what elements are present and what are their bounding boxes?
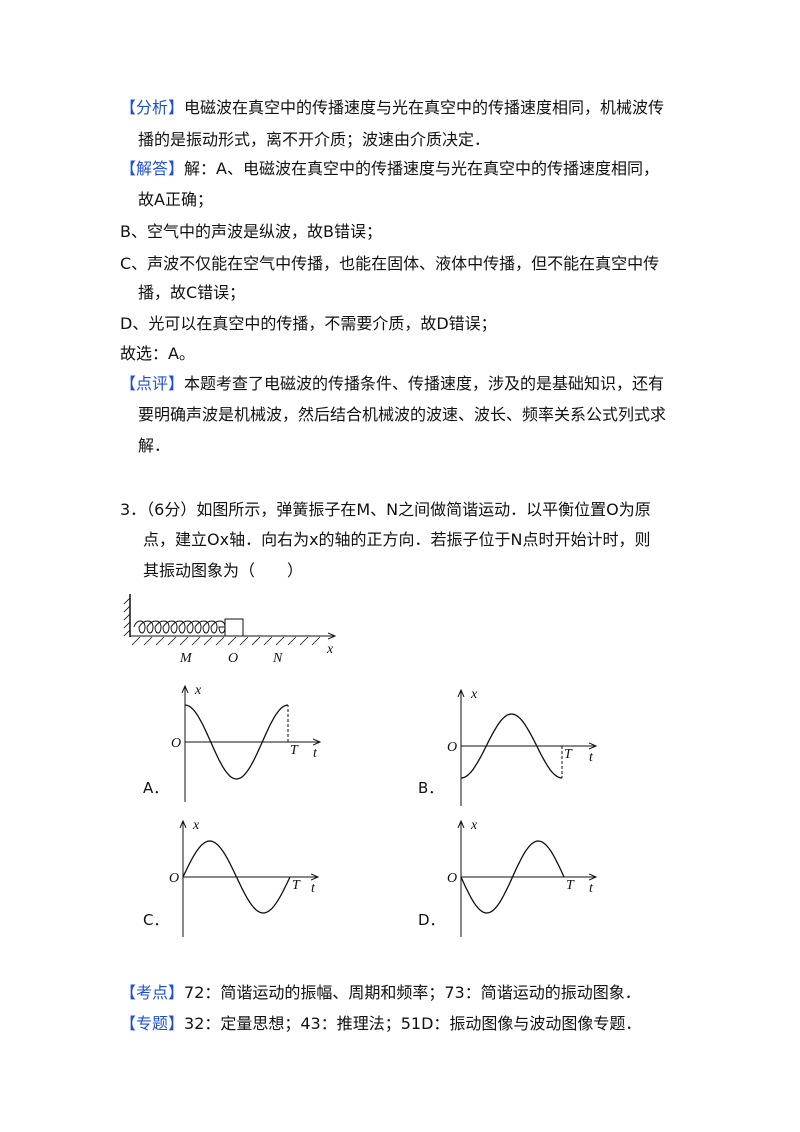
comment-line: 解． [138,436,171,455]
curve [460,840,565,914]
curve [460,713,563,779]
period-label: T [564,747,573,762]
question-line: 点，建立Ox轴．向右为x的轴的正方向．若振子位于N点时开始计时，则 [143,530,651,549]
analysis-line: 播的是振动形式，离不开介质；波速由介质决定． [138,130,491,149]
origin-label: O [447,740,457,755]
origin-label: O [169,871,179,886]
tag: 【分析】 [120,98,185,117]
tag: 【点评】 [120,374,185,393]
curve [184,704,289,780]
tag: 【解答】 [120,159,185,178]
analysis-line: 【分析】电磁波在真空中的传播速度与光在真空中的传播速度相同，机械波传 [120,98,664,118]
label: x [326,642,334,657]
question-line: 其振动图象为（ ） [143,561,304,580]
step-line: 播，故C错误； [138,283,246,302]
axis-label: t [589,750,594,765]
step-line: C、声波不仅能在空气中传播，也能在固体、液体中传播，但不能在真空中传 [120,254,660,273]
curve [182,840,291,914]
knowledge-line: 【考点】72：简谐运动的振幅、周期和频率；73：简谐运动的振动图象． [120,983,641,1003]
comment-line: 要明确声波是机械波，然后结合机械波的波速、波长、频率关系公式列式求 [138,405,667,424]
ground-hatch [131,636,321,646]
period-label: T [292,878,301,893]
axis-label: t [313,746,318,761]
tag: 【专题】 [120,1014,185,1033]
spring [133,620,226,634]
axis-label: x [192,818,200,833]
origin-label: O [171,736,181,751]
solution-line: 【解答】解：A、电磁波在真空中的传播速度与光在真空中的传播速度相同， [120,159,659,179]
step-line: D、光可以在真空中的传播，不需要介质，故D错误； [120,314,497,333]
text: 本题考查了电磁波的传播条件、传播速度，涉及的是基础知识，还有 [184,374,665,393]
question-line: 3．（6分）如图所示，弹簧振子在M、N之间做简谐运动．以平衡位置O为原 [120,500,651,519]
option-label: A． [143,779,168,797]
axis-label: t [589,881,594,896]
period-label: T [566,878,575,893]
axis-label: x [470,818,478,833]
text: 解：A、电磁波在真空中的传播速度与光在真空中的传播速度相同， [184,159,659,178]
text: 32：定量思想；43：推理法；51D：振动图像与波动图像专题． [184,1014,642,1033]
comment-line: 【点评】本题考查了电磁波的传播条件、传播速度，涉及的是基础知识，还有 [120,374,664,394]
option-label: B． [418,779,443,797]
axis-label: x [194,683,202,698]
spring-figure [123,594,335,646]
text: 电磁波在真空中的传播速度与光在真空中的传播速度相同，机械波传 [184,98,665,117]
text: 72：简谐运动的振幅、周期和频率；73：简谐运动的振动图象． [184,983,641,1002]
wall-hatch [123,597,131,637]
topic-line: 【专题】32：定量思想；43：推理法；51D：振动图像与波动图像专题． [120,1014,641,1034]
option-label: D． [418,911,445,929]
axis-label: t [311,881,316,896]
step-line: 故选：A。 [120,344,195,363]
block [224,618,244,637]
label: N [272,651,283,666]
origin-label: O [447,871,457,886]
tag: 【考点】 [120,983,185,1002]
option-label: C． [143,911,168,929]
label: M [179,651,193,666]
axis-label: x [470,687,478,702]
step-line: B、空气中的声波是纵波，故B错误； [120,222,382,241]
solution-line: 故A正确； [138,190,213,209]
label: O [228,651,238,666]
period-label: T [290,743,299,758]
